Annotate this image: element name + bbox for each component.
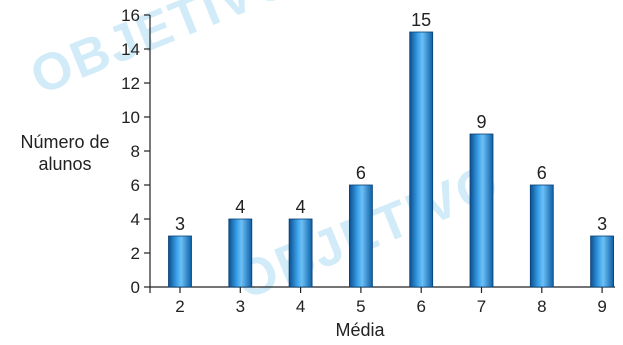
data-labels: 3 4 4 6 15 9 6 3 (175, 10, 607, 234)
bar (529, 184, 554, 288)
x-tick-label: 9 (597, 297, 606, 316)
x-tick-label: 4 (296, 297, 305, 316)
data-label: 3 (597, 214, 607, 234)
y-tick-label: 4 (131, 210, 140, 229)
axes: 0 2 4 6 8 10 12 14 16 2 3 4 5 6 7 8 9 (121, 6, 615, 316)
x-axis-title: Média (335, 320, 385, 340)
bar (409, 31, 434, 288)
bar (590, 235, 614, 288)
x-tick-label: 7 (477, 297, 486, 316)
x-tick-label: 2 (175, 297, 184, 316)
x-tick-label: 5 (356, 297, 365, 316)
y-tick-label: 16 (121, 6, 140, 25)
data-label: 4 (235, 197, 245, 217)
data-label: 9 (476, 112, 486, 132)
y-tick-label: 2 (131, 244, 140, 263)
y-tick-label: 10 (121, 108, 140, 127)
data-label: 3 (175, 214, 185, 234)
y-tick-label: 14 (121, 40, 140, 59)
bar (288, 218, 313, 288)
watermark-text: OBJETIVO (23, 0, 303, 106)
data-label: 4 (296, 197, 306, 217)
y-axis-title-line2: alunos (38, 154, 91, 174)
y-tick-label: 6 (131, 176, 140, 195)
y-tick-label: 12 (121, 74, 140, 93)
data-label: 15 (411, 10, 431, 30)
data-label: 6 (537, 163, 547, 183)
bar (168, 235, 192, 288)
bar (228, 218, 253, 288)
bar (469, 133, 494, 288)
y-axis-title-line1: Número de (20, 132, 109, 152)
watermark-top: OBJETIVO (23, 0, 303, 106)
x-tick-label: 8 (537, 297, 546, 316)
x-tick-label: 6 (416, 297, 425, 316)
x-tick-label: 3 (236, 297, 245, 316)
y-tick-label: 0 (131, 278, 140, 297)
data-label: 6 (356, 163, 366, 183)
bar (348, 184, 373, 288)
bars (168, 31, 614, 288)
y-tick-label: 8 (131, 142, 140, 161)
